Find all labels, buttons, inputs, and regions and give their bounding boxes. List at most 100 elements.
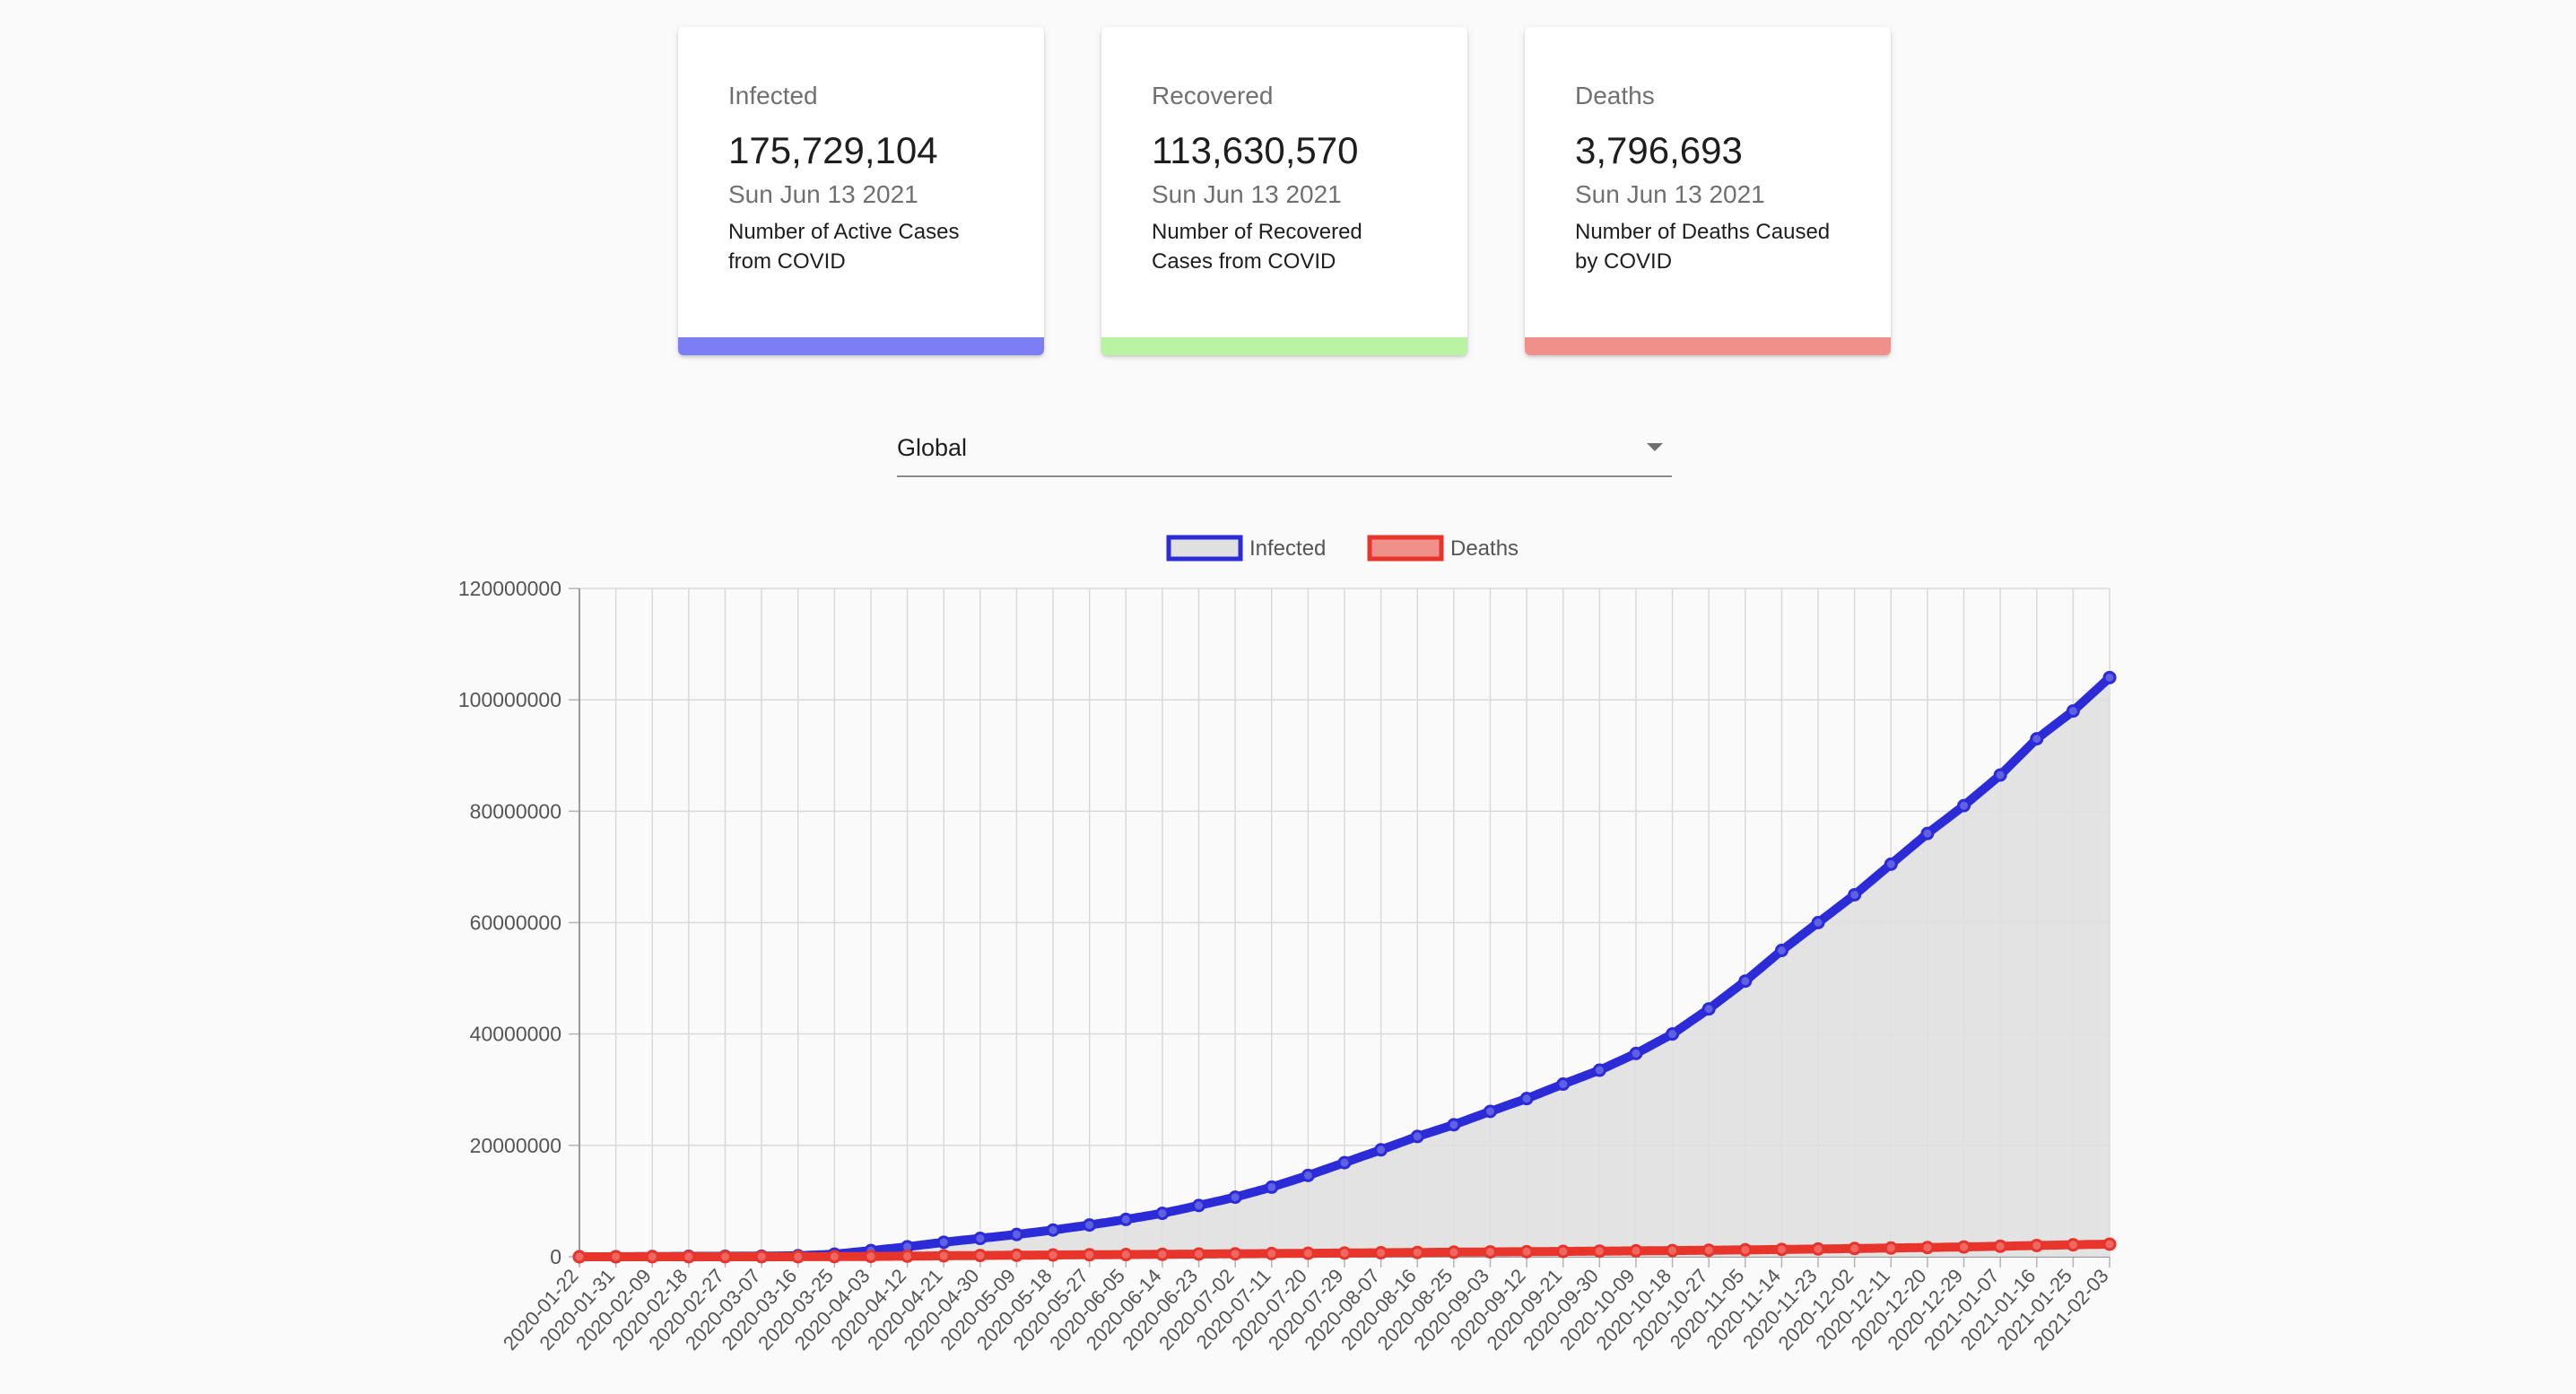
data-point (1701, 1243, 1716, 1258)
card-description: Number of Recovered Cases from COVID (1152, 220, 1362, 274)
data-point (1774, 1242, 1788, 1257)
legend-swatch-deaths (1367, 535, 1444, 562)
chart-legend: Infected Deaths (1166, 535, 1519, 562)
data-point (1884, 857, 1898, 871)
series-area (579, 677, 2110, 1257)
data-point (1848, 1242, 1862, 1256)
series-deaths (572, 1237, 2117, 1264)
card-date: Sun Jun 13 2021 (1152, 180, 1342, 208)
data-point (1701, 1002, 1716, 1016)
data-point (1228, 1247, 1242, 1261)
data-point (1993, 1239, 2007, 1253)
legend-swatch-infected (1166, 535, 1243, 562)
card-value: 3,796,693 (1575, 129, 1743, 171)
data-point (1046, 1248, 1060, 1262)
data-point (645, 1250, 659, 1264)
data-point (1629, 1243, 1643, 1258)
legend-label-infected: Infected (1249, 536, 1326, 561)
data-point (827, 1250, 841, 1264)
region-select[interactable]: Global (897, 422, 1672, 477)
y-tick-label: 0 (550, 1245, 561, 1268)
card-description: Number of Deaths Caused by COVID (1575, 220, 1831, 274)
data-point (682, 1250, 696, 1264)
data-point (1337, 1246, 1352, 1260)
data-point (1519, 1244, 1534, 1259)
data-point (2030, 732, 2044, 746)
region-select-value: Global (897, 434, 968, 461)
data-point (936, 1235, 951, 1250)
card-title: Infected (728, 82, 818, 109)
data-point (1447, 1245, 1461, 1259)
data-point (1118, 1212, 1133, 1226)
data-point (1009, 1227, 1023, 1242)
data-point (1301, 1246, 1315, 1260)
data-point (1301, 1168, 1315, 1182)
data-point (1811, 916, 1825, 929)
data-point (609, 1250, 623, 1264)
y-tick-label: 100000000 (458, 688, 561, 711)
legend-label-deaths: Deaths (1450, 536, 1519, 561)
data-point (1374, 1246, 1388, 1260)
data-point (1629, 1046, 1643, 1060)
data-point (2102, 670, 2117, 684)
data-point (1884, 1241, 1898, 1255)
data-point (1265, 1180, 1279, 1194)
data-point (1337, 1155, 1352, 1170)
data-point (2066, 704, 2080, 719)
data-point (1447, 1118, 1461, 1132)
data-point (1374, 1143, 1388, 1157)
data-point (572, 1250, 587, 1264)
data-point (1192, 1198, 1206, 1213)
y-tick-label: 80000000 (470, 799, 561, 823)
card-title: Deaths (1575, 82, 1655, 109)
data-point (864, 1250, 878, 1264)
data-point (936, 1249, 951, 1263)
data-point (1774, 944, 1788, 958)
data-point (1083, 1218, 1097, 1233)
y-tick-label: 120000000 (458, 577, 561, 600)
card-color-bar (1525, 337, 1891, 355)
data-point (1118, 1248, 1133, 1262)
data-point (718, 1250, 732, 1264)
infected-card: Infected 175,729,104 Sun Jun 13 2021 Num… (678, 27, 1044, 355)
data-point (2030, 1238, 2044, 1252)
data-point (1519, 1092, 1534, 1106)
data-point (1920, 826, 1935, 841)
data-point (1046, 1223, 1060, 1237)
data-point (1155, 1247, 1170, 1261)
data-point (1009, 1248, 1023, 1262)
data-point (1848, 887, 1862, 902)
card-value: 175,729,104 (728, 129, 938, 171)
data-point (2102, 1237, 2117, 1251)
card-date: Sun Jun 13 2021 (1575, 180, 1765, 208)
data-point (791, 1250, 805, 1264)
data-point (1920, 1241, 1935, 1255)
data-point (1192, 1247, 1206, 1261)
data-point (1483, 1245, 1497, 1259)
card-date: Sun Jun 13 2021 (728, 180, 918, 208)
data-point (754, 1250, 769, 1264)
data-point (1738, 1242, 1753, 1257)
data-point (1993, 768, 2007, 782)
y-tick-label: 60000000 (470, 911, 561, 935)
card-title: Recovered (1152, 82, 1274, 109)
data-point (1410, 1129, 1424, 1144)
caret-down-icon (1647, 443, 1663, 451)
data-point (1083, 1248, 1097, 1262)
data-point (901, 1249, 915, 1263)
recovered-card: Recovered 113,630,570 Sun Jun 13 2021 Nu… (1101, 27, 1467, 355)
data-point (973, 1232, 988, 1246)
data-point (1592, 1063, 1606, 1077)
deaths-card: Deaths 3,796,693 Sun Jun 13 2021 Number … (1525, 27, 1891, 355)
data-point (1738, 974, 1753, 989)
data-point (1811, 1242, 1825, 1256)
data-point (1410, 1245, 1424, 1259)
data-point (1556, 1077, 1571, 1092)
data-point (1228, 1190, 1242, 1205)
series-line (575, 1240, 2114, 1261)
data-point (1155, 1207, 1170, 1221)
data-point (1957, 1240, 1971, 1254)
data-point (1265, 1246, 1279, 1260)
y-tick-label: 20000000 (470, 1134, 561, 1157)
cases-line-chart: 0 20000000 40000000 60000000 80000000 1000000… (458, 535, 2117, 1355)
